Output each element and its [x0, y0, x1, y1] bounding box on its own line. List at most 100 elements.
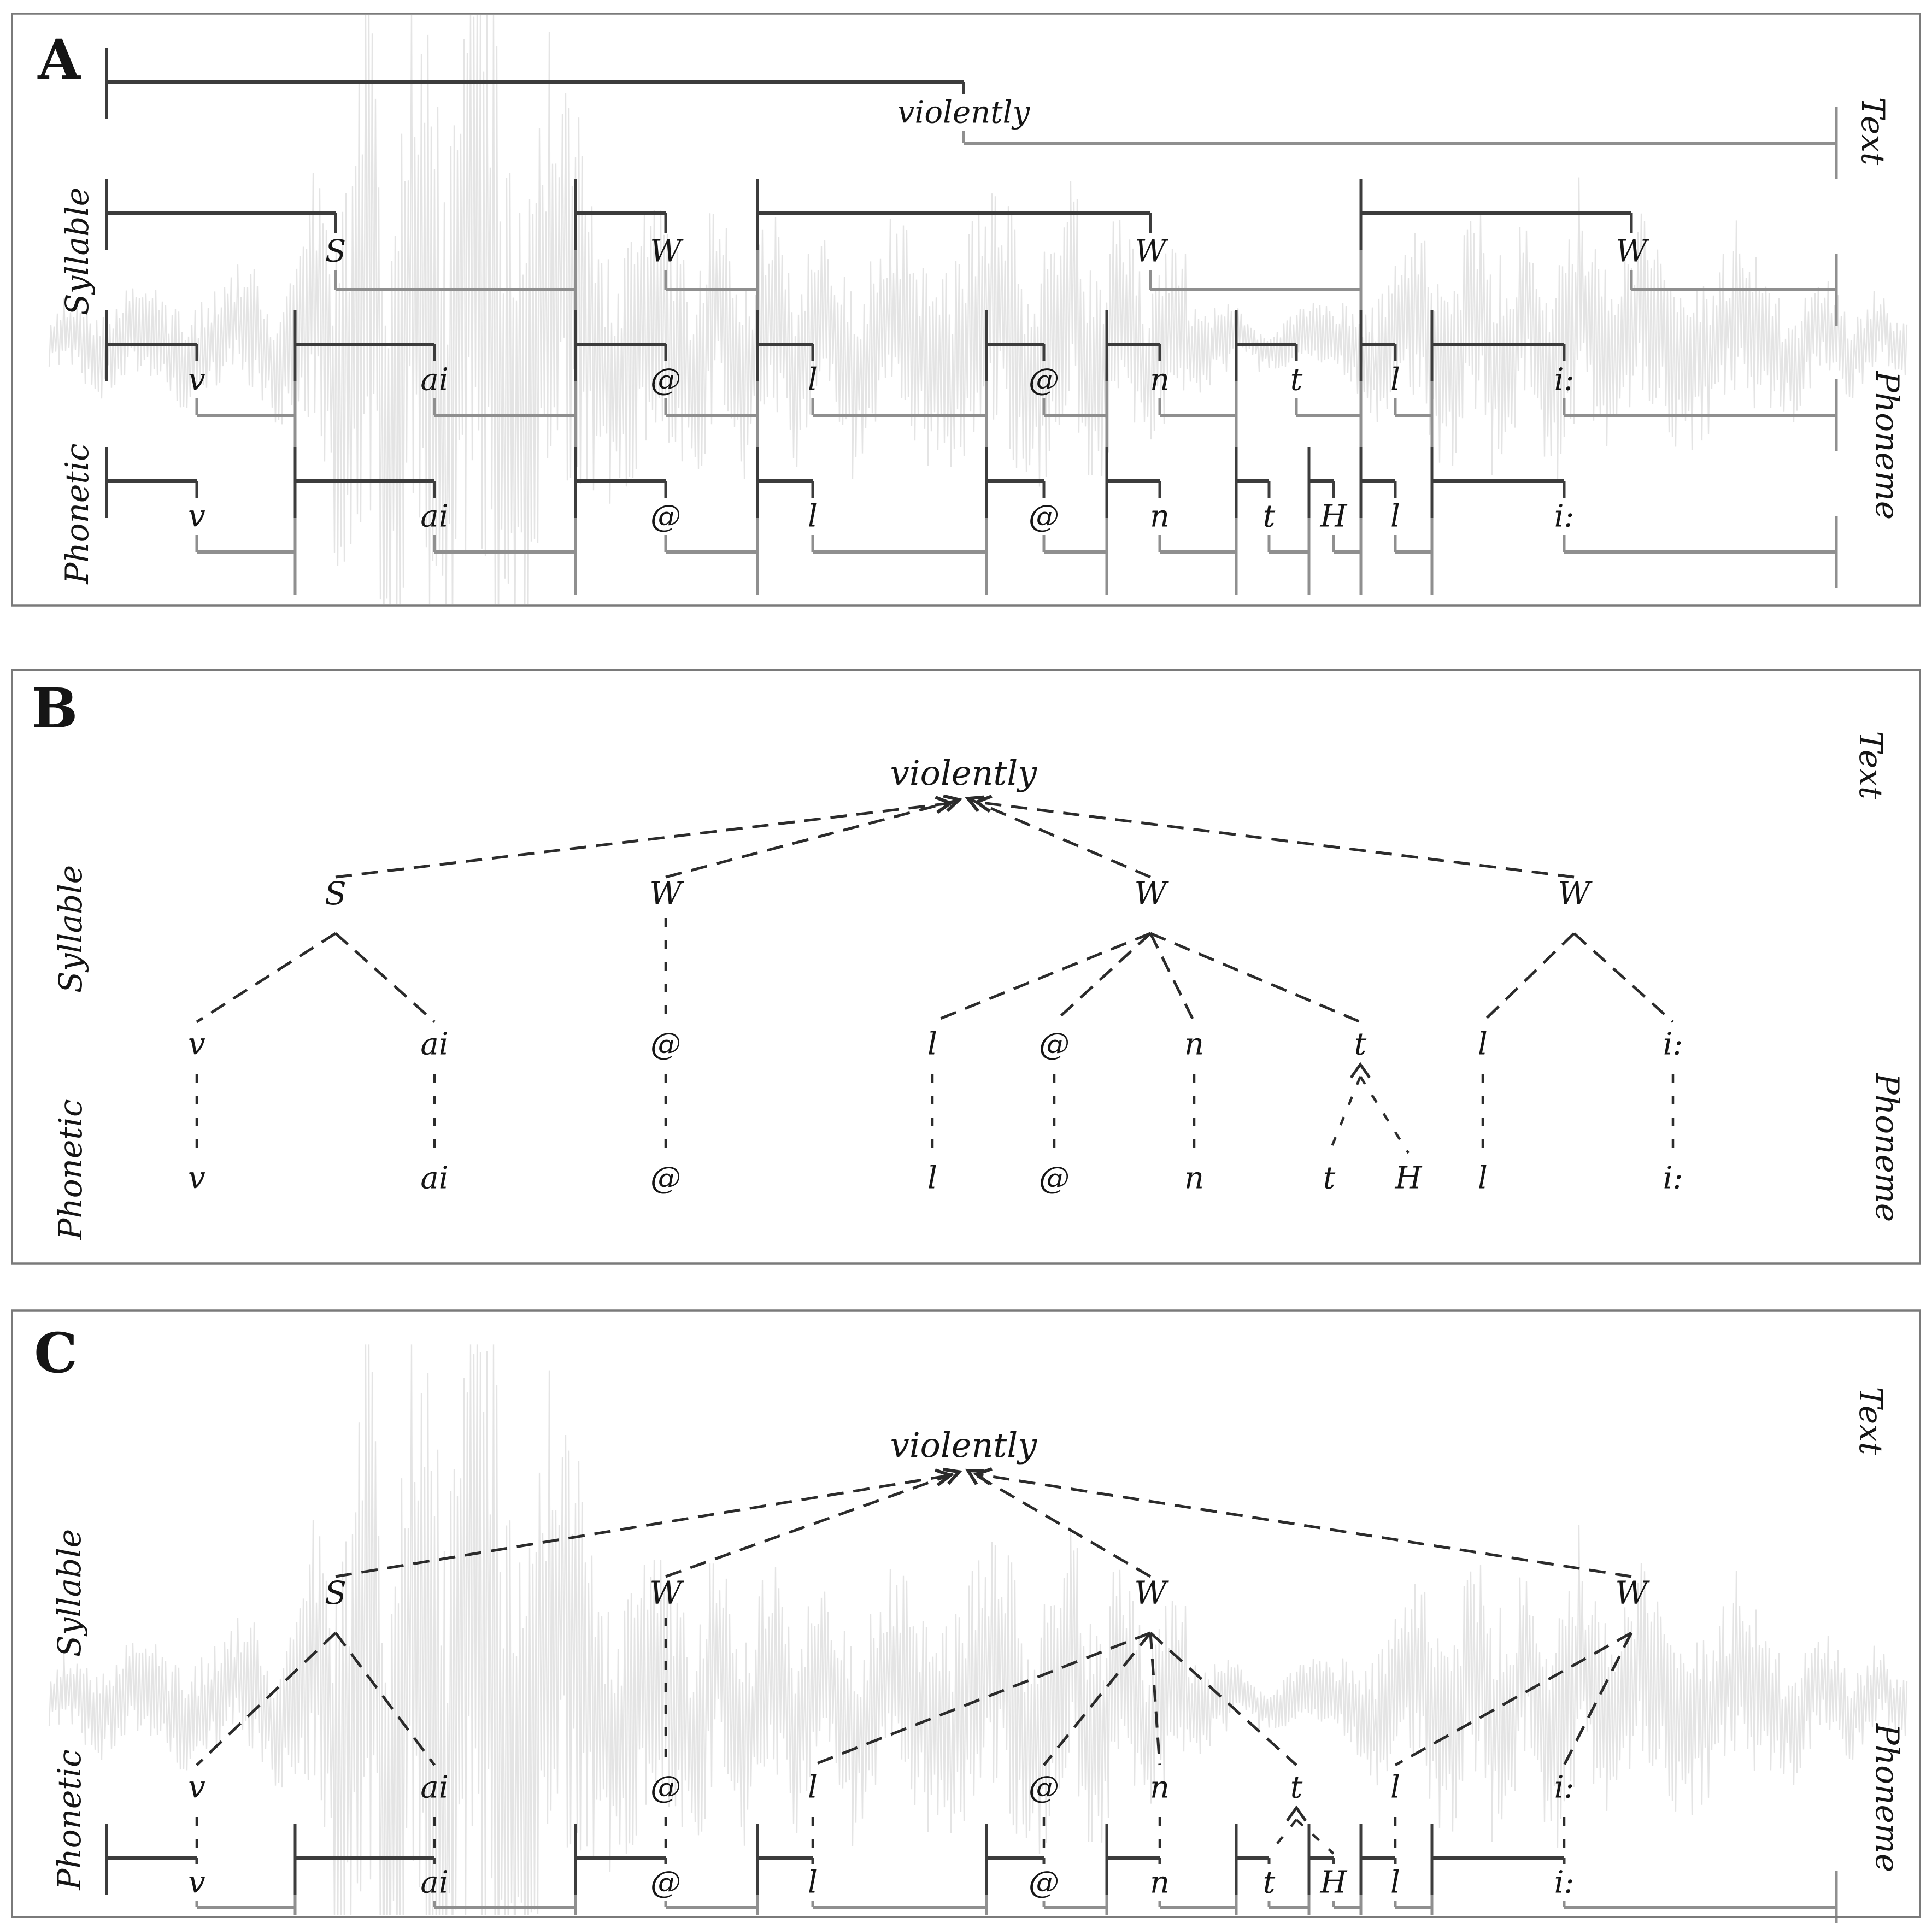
panel-C-box: [11, 1309, 1921, 1918]
word-label: violently: [890, 1425, 1037, 1465]
phonetic-tier-segment-label: t: [1263, 499, 1276, 534]
edge-syllable-phoneme: [1149, 932, 1196, 1023]
phoneme-node: ai: [420, 1027, 448, 1062]
phoneme-tier-segment-label: @: [650, 362, 681, 398]
edge-syllable-phoneme: [1053, 932, 1152, 1023]
fork-arrowhead: [1285, 1805, 1307, 1822]
phoneme-node: v: [188, 1770, 205, 1806]
phone-node: n: [1184, 1161, 1204, 1196]
phonetic-tier-segment-label: n: [1150, 1865, 1170, 1901]
panel-B-letter: B: [32, 676, 78, 740]
phoneme-tier-segment-label: n: [1150, 362, 1170, 398]
syllable-tier-segment-label: S: [325, 234, 346, 269]
phonetic-tier-segment-label: l: [1390, 1865, 1400, 1901]
side-label-syllable: Syllable: [52, 865, 89, 993]
edge-word-syllable: [965, 795, 1151, 879]
panel-C-letter: C: [34, 1321, 78, 1385]
side-label-phoneme: Phoneme: [1869, 1073, 1906, 1222]
connector-phone-fork: [1328, 1076, 1362, 1154]
phonetic-tier-segment-label: H: [1320, 1865, 1348, 1901]
syllable-node: W: [649, 1574, 684, 1612]
side-label-syllable: Syllable: [58, 187, 96, 315]
phoneme-tier-segment-label: v: [188, 362, 205, 398]
phoneme-node: @: [1039, 1027, 1070, 1062]
phonetic-tier-segment-label: v: [188, 499, 205, 534]
syllable-node: W: [1134, 875, 1169, 912]
phone-node: ai: [420, 1161, 448, 1196]
phone-node: t: [1323, 1161, 1336, 1196]
syllable-tier-segment-label: W: [1135, 234, 1168, 269]
phoneme-node: l: [808, 1770, 818, 1806]
side-label-phoneme: Phoneme: [1869, 1723, 1906, 1872]
phonetic-tier-segment-label: l: [808, 1865, 818, 1901]
phoneme-node: v: [188, 1027, 205, 1062]
edge-word-syllable: [973, 795, 1575, 879]
edge-syllable-phoneme: [1482, 932, 1575, 1023]
edge-word-syllable: [965, 1468, 1152, 1578]
phonetic-tier-segment-label: ai: [420, 499, 448, 534]
side-label-text: Text: [1852, 731, 1889, 799]
phonetic-tier-segment-label: l: [1390, 499, 1400, 534]
phone-node: H: [1395, 1161, 1423, 1196]
edge-syllable-phoneme: [932, 932, 1151, 1024]
waveform-c: [48, 1344, 1908, 1915]
edge-syllable-phoneme: [196, 1632, 337, 1766]
panel-B-box: [11, 669, 1921, 1265]
phonetic-tier-segment-label: t: [1263, 1865, 1276, 1901]
phonetic-tier-segment-label: @: [1029, 499, 1059, 534]
phoneme-node: t: [1290, 1770, 1303, 1806]
phoneme-node: i:: [1554, 1770, 1575, 1806]
edge-word-syllable: [973, 1467, 1632, 1578]
syllable-node: W: [1615, 1574, 1650, 1612]
side-label-phonetic: Phonetic: [52, 1099, 89, 1240]
connector-phone-fork: [1359, 1075, 1410, 1154]
edge-syllable-phoneme: [1043, 1632, 1152, 1766]
phone-node: @: [650, 1161, 681, 1196]
panel-A-box: [11, 13, 1921, 607]
phoneme-node: n: [1150, 1770, 1170, 1806]
phonetic-tier-segment-label: i:: [1554, 499, 1575, 534]
syllable-node: S: [325, 1574, 347, 1612]
side-label-phonetic: Phonetic: [51, 1749, 88, 1890]
edge-word-syllable: [665, 794, 963, 879]
text-tier-segment-label: violently: [897, 95, 1031, 131]
edge-syllable-phoneme: [1149, 1632, 1161, 1766]
phone-node: i:: [1663, 1161, 1683, 1196]
phone-node: @: [1039, 1161, 1070, 1196]
phoneme-node: @: [1029, 1770, 1059, 1806]
phonetic-tier-segment-label: H: [1320, 499, 1348, 534]
phoneme-node: l: [1390, 1770, 1400, 1806]
phoneme-tier-segment-label: @: [1029, 362, 1059, 398]
phoneme-tier-segment-label: i:: [1554, 362, 1575, 398]
panel-A-letter: A: [37, 27, 81, 92]
phonetic-tier-segment-label: v: [188, 1865, 205, 1901]
edge-syllable-phoneme: [334, 1632, 436, 1766]
syllable-node: W: [649, 875, 684, 912]
syllable-node: W: [1134, 1574, 1169, 1612]
side-label-syllable: Syllable: [51, 1529, 88, 1657]
side-label-phonetic: Phonetic: [58, 443, 96, 584]
phone-node: l: [1478, 1161, 1488, 1196]
side-label-phoneme: Phoneme: [1869, 371, 1906, 520]
phoneme-node: i:: [1663, 1027, 1683, 1062]
phone-node: l: [927, 1161, 937, 1196]
syllable-node: W: [1558, 875, 1593, 912]
edge-word-syllable: [665, 1467, 962, 1578]
syllable-tier-segment-label: W: [1616, 234, 1649, 269]
edge-syllable-phoneme: [812, 1631, 1151, 1767]
side-label-text: Text: [1852, 1387, 1889, 1455]
phonetic-tier-segment-label: i:: [1554, 1865, 1575, 1901]
side-label-text: Text: [1854, 97, 1892, 166]
phoneme-tier-segment-label: ai: [420, 362, 448, 398]
phoneme-node: ai: [420, 1770, 448, 1806]
syllable-node: S: [325, 875, 347, 912]
phoneme-node: @: [650, 1027, 681, 1062]
phone-node: v: [188, 1161, 205, 1196]
connector-phone-fork: [1295, 1819, 1335, 1855]
phonetic-tier-segment-label: ai: [420, 1865, 448, 1901]
phoneme-tier-segment-label: t: [1290, 362, 1303, 398]
